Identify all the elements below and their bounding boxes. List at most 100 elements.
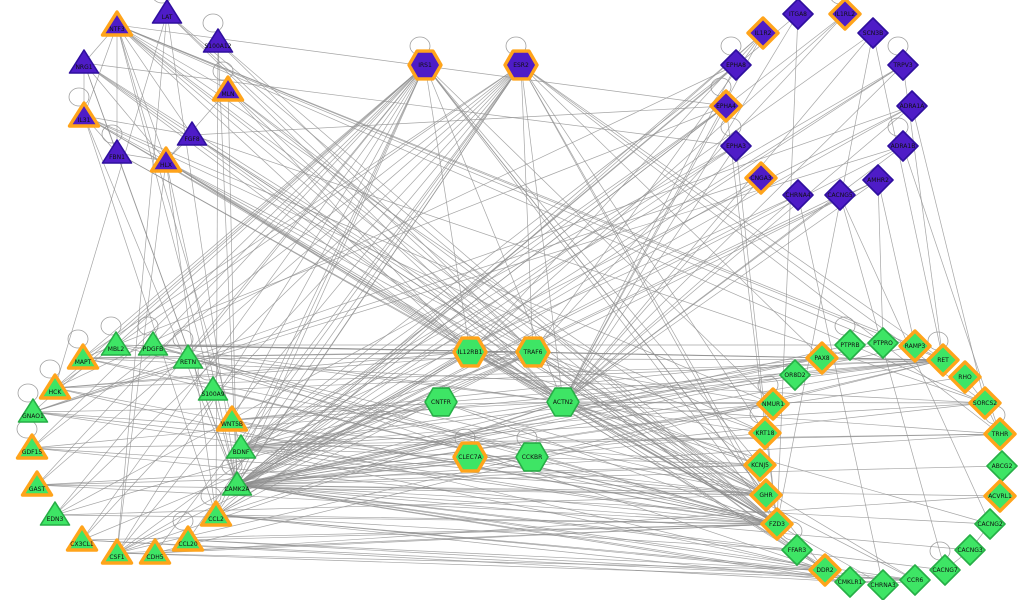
node-CACNG2[interactable]: CACNG2 <box>974 508 1006 540</box>
triangle-node-shape <box>38 373 72 400</box>
node-LAT[interactable]: LAT <box>151 0 183 24</box>
node-CCR6[interactable]: CCR6 <box>899 564 931 596</box>
triangle-node-shape <box>215 405 249 432</box>
node-CCKBR[interactable]: CCKBR <box>515 442 549 472</box>
diamond-node-shape <box>782 179 814 211</box>
node-CLEC7A[interactable]: CLEC7A <box>452 441 488 473</box>
node-TRHR[interactable]: TRHR <box>983 417 1017 451</box>
node-EPHA3[interactable]: EPHA3 <box>720 130 752 162</box>
node-IRS1[interactable]: IRS1 <box>407 49 443 81</box>
node-NRG1[interactable]: NRG1 <box>68 49 100 74</box>
edge <box>821 357 944 361</box>
edge <box>82 357 944 361</box>
node-ADRA1B[interactable]: ADRA1B <box>887 130 919 162</box>
node-IL12RB1[interactable]: IL12RB1 <box>452 336 488 368</box>
node-CX3CL1[interactable]: CX3CL1 <box>65 525 99 552</box>
edge <box>562 194 841 403</box>
node-CHRNA4[interactable]: CHRNA4 <box>782 179 814 211</box>
edge <box>440 401 767 496</box>
node-RHO[interactable]: RHO <box>948 360 982 394</box>
node-FFAR3[interactable]: FFAR3 <box>781 534 813 566</box>
node-SORCS2[interactable]: SORCS2 <box>968 386 1002 420</box>
node-RET[interactable]: RET <box>926 343 960 377</box>
edge <box>520 64 823 359</box>
node-ESR2[interactable]: ESR2 <box>503 49 539 81</box>
node-AMHR2[interactable]: AMHR2 <box>862 164 894 196</box>
edge <box>187 357 767 496</box>
edge <box>187 539 826 571</box>
edge <box>116 24 944 361</box>
node-NTF3[interactable]: NTF3 <box>100 10 134 37</box>
node-CSF1[interactable]: CSF1 <box>100 538 134 565</box>
edge <box>81 539 851 583</box>
edge <box>240 447 761 466</box>
edge <box>562 401 884 586</box>
node-S100A9[interactable]: S100A9 <box>197 376 229 401</box>
node-GNAO1[interactable]: GNAO1 <box>17 398 49 423</box>
self-loop-edge <box>17 383 39 403</box>
node-ABCG2[interactable]: ABCG2 <box>986 450 1018 482</box>
node-CACNG5[interactable]: CACNG5 <box>824 179 856 211</box>
edge <box>562 32 874 403</box>
edge <box>532 179 879 353</box>
edge <box>81 351 534 541</box>
node-ACVRL1[interactable]: ACVRL1 <box>983 479 1017 513</box>
node-PTPRO[interactable]: PTPRO <box>867 327 899 359</box>
node-IL1R2[interactable]: IL1R2 <box>746 16 780 50</box>
triangle-node-shape <box>202 28 234 53</box>
edge <box>83 115 778 525</box>
node-ACTN2[interactable]: ACTN2 <box>546 387 580 417</box>
diamond-node-shape <box>974 508 1006 540</box>
node-CHRNA3[interactable]: CHRNA3 <box>867 569 899 600</box>
node-HCK[interactable]: HCK <box>38 373 72 400</box>
diamond-node-shape <box>746 16 780 50</box>
diamond-node-shape <box>749 478 783 512</box>
node-IL31[interactable]: IL31 <box>67 101 101 128</box>
node-S100A12[interactable]: S100A12 <box>202 28 234 53</box>
edge <box>562 194 799 403</box>
edge <box>562 401 761 466</box>
edge <box>562 64 737 403</box>
triangle-node-shape <box>138 538 172 565</box>
edge <box>215 514 826 571</box>
node-TRAF6[interactable]: TRAF6 <box>515 336 551 368</box>
edge <box>36 64 522 486</box>
edge <box>240 401 442 449</box>
edge <box>236 179 879 486</box>
edge <box>424 64 471 353</box>
node-CNTFR[interactable]: CNTFR <box>424 387 458 417</box>
edge <box>227 89 471 353</box>
edge <box>236 177 762 486</box>
node-CACNG3[interactable]: CACNG3 <box>954 534 986 566</box>
node-EPHA4[interactable]: EPHA4 <box>709 89 743 123</box>
triangle-node-shape <box>15 433 49 460</box>
node-IL1RL2[interactable]: IL1RL2 <box>828 0 862 31</box>
diamond-node-shape <box>983 417 1017 451</box>
diamond-node-shape <box>948 360 982 394</box>
node-KCNJ5[interactable]: KCNJ5 <box>743 448 777 482</box>
edge <box>236 484 1001 497</box>
node-ITGA8[interactable]: ITGA8 <box>782 0 814 30</box>
node-CCL2[interactable]: CCL2 <box>199 500 233 527</box>
node-KRT18[interactable]: KRT18 <box>748 416 782 450</box>
node-WNT5B[interactable]: WNT5B <box>215 405 249 432</box>
node-SCN3B[interactable]: SCN3B <box>857 17 889 49</box>
node-GAST[interactable]: GAST <box>20 470 54 497</box>
diamond-node-shape <box>779 359 811 391</box>
edge <box>236 64 522 486</box>
triangle-node-shape <box>197 376 229 401</box>
edge <box>54 12 168 389</box>
edge <box>116 24 778 525</box>
diamond-node-shape <box>709 89 743 123</box>
node-RAMP3[interactable]: RAMP3 <box>898 329 932 363</box>
diamond-node-shape <box>887 49 919 81</box>
node-PTPRB[interactable]: PTPRB <box>834 329 866 361</box>
node-ADRA1A[interactable]: ADRA1A <box>896 90 928 122</box>
node-FBN1[interactable]: FBN1 <box>101 139 133 164</box>
node-EPHA8[interactable]: EPHA8 <box>720 49 752 81</box>
node-MAPT[interactable]: MAPT <box>66 343 100 370</box>
diamond-node-shape <box>748 416 782 450</box>
diamond-node-shape <box>760 507 794 541</box>
node-CACNG7[interactable]: CACNG7 <box>929 554 961 586</box>
